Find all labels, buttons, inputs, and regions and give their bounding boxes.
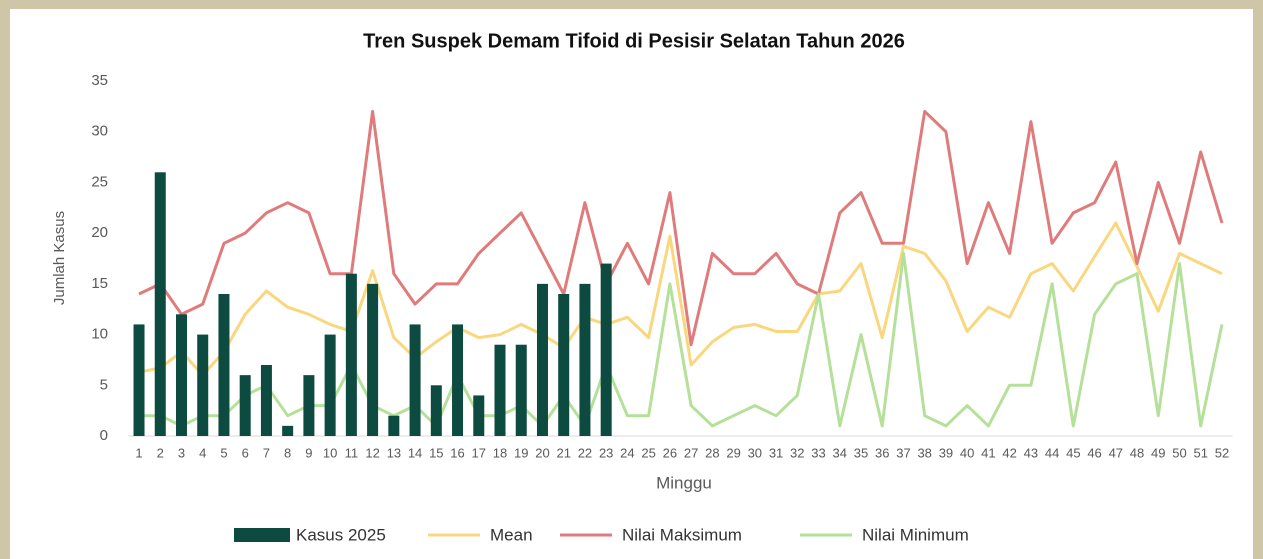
bar — [367, 283, 379, 436]
x-tick-label: 4 — [199, 445, 206, 460]
x-tick-label: 18 — [493, 445, 507, 460]
x-tick-label: 48 — [1130, 445, 1144, 460]
legend-label: Nilai Maksimum — [622, 525, 742, 544]
legend-label: Nilai Minimum — [862, 525, 969, 544]
bar — [600, 263, 612, 436]
x-tick-label: 9 — [305, 445, 312, 460]
x-tick-label: 35 — [854, 445, 868, 460]
x-tick-label: 42 — [1002, 445, 1016, 460]
bar — [536, 283, 548, 436]
bar — [133, 324, 145, 436]
x-tick-label: 43 — [1024, 445, 1038, 460]
x-tick-label: 2 — [157, 445, 164, 460]
legend-swatch — [234, 528, 290, 542]
bar — [303, 375, 315, 436]
x-tick-label: 32 — [790, 445, 804, 460]
y-tick-label: 15 — [91, 275, 108, 292]
x-tick-label: 1 — [135, 445, 142, 460]
bar — [260, 365, 272, 436]
x-tick-label: 33 — [811, 445, 825, 460]
x-tick-label: 16 — [450, 445, 464, 460]
bar — [494, 344, 506, 436]
y-tick-label: 20 — [91, 224, 108, 241]
x-tick-label: 45 — [1066, 445, 1080, 460]
x-tick-label: 26 — [663, 445, 677, 460]
x-tick-label: 5 — [220, 445, 227, 460]
line-series — [139, 251, 1224, 428]
bar — [430, 385, 442, 436]
y-tick-label: 25 — [91, 173, 108, 190]
x-tick-label: 34 — [833, 445, 847, 460]
bar — [345, 273, 357, 436]
x-tick-label: 8 — [284, 445, 291, 460]
x-tick-label: 31 — [769, 445, 783, 460]
bar — [452, 324, 464, 436]
x-tick-label: 27 — [684, 445, 698, 460]
x-tick-label: 13 — [387, 445, 401, 460]
bar — [324, 334, 336, 436]
x-tick-label: 25 — [641, 445, 655, 460]
y-tick-label: 35 — [91, 72, 108, 89]
y-tick-label: 10 — [91, 326, 108, 343]
x-tick-label: 22 — [578, 445, 592, 460]
x-tick-label: 49 — [1151, 445, 1165, 460]
x-tick-label: 47 — [1109, 445, 1123, 460]
bar — [515, 344, 527, 436]
x-tick-label: 17 — [472, 445, 486, 460]
y-axis-label: Jumlah Kasus — [51, 211, 68, 305]
chart-title: Tren Suspek Demam Tifoid di Pesisir Sela… — [363, 30, 905, 52]
x-tick-label: 7 — [263, 445, 270, 460]
x-tick-label: 41 — [981, 445, 995, 460]
bar — [579, 283, 591, 436]
x-tick-label: 21 — [556, 445, 570, 460]
legend-label: Kasus 2025 — [296, 525, 386, 544]
x-tick-label: 38 — [917, 445, 931, 460]
bar — [409, 324, 421, 436]
x-tick-label: 50 — [1172, 445, 1186, 460]
x-tick-label: 40 — [960, 445, 974, 460]
line-series — [138, 221, 1223, 377]
bar — [388, 415, 400, 436]
bar — [473, 395, 485, 436]
bar — [154, 172, 166, 437]
x-tick-label: 20 — [535, 445, 549, 460]
bar — [282, 425, 294, 436]
chart-area — [10, 9, 1253, 559]
bar — [197, 334, 209, 436]
x-tick-label: 6 — [242, 445, 249, 460]
y-tick-label: 30 — [91, 123, 108, 140]
x-tick-label: 46 — [1087, 445, 1101, 460]
x-tick-label: 30 — [748, 445, 762, 460]
line-series — [138, 109, 1224, 347]
x-tick-label: 12 — [365, 445, 379, 460]
bar — [218, 294, 230, 436]
x-tick-label: 14 — [408, 445, 422, 460]
x-tick-label: 39 — [939, 445, 953, 460]
x-tick-label: 37 — [896, 445, 910, 460]
bar — [558, 294, 570, 436]
legend-label: Mean — [490, 525, 533, 544]
bar — [239, 375, 251, 436]
bar — [175, 314, 187, 436]
y-tick-label: 5 — [100, 376, 108, 393]
y-tick-label: 0 — [100, 427, 108, 444]
x-tick-label: 24 — [620, 445, 634, 460]
x-tick-label: 3 — [178, 445, 185, 460]
x-tick-label: 28 — [705, 445, 719, 460]
x-tick-label: 44 — [1045, 445, 1059, 460]
x-tick-label: 19 — [514, 445, 528, 460]
x-tick-label: 51 — [1194, 445, 1208, 460]
x-tick-label: 11 — [345, 445, 359, 460]
x-tick-label: 10 — [323, 445, 337, 460]
x-tick-label: 36 — [875, 445, 889, 460]
x-tick-label: 52 — [1215, 445, 1229, 460]
x-tick-label: 15 — [429, 445, 443, 460]
x-tick-label: 23 — [599, 445, 613, 460]
x-tick-label: 29 — [726, 445, 740, 460]
x-axis-label: Minggu — [656, 473, 712, 492]
